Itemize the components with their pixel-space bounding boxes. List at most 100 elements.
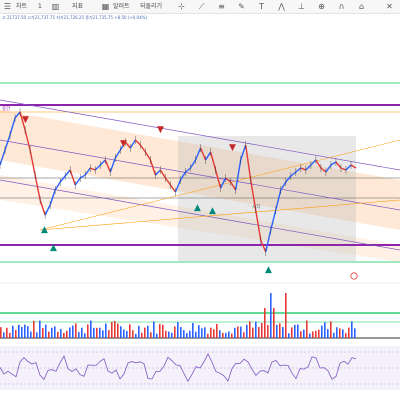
interval-button[interactable]: 1 [38, 3, 42, 10]
price-segment [310, 159, 317, 166]
volume-bar [12, 325, 14, 338]
symbol-search-button[interactable]: 차트 [16, 3, 28, 10]
volume-bar [84, 333, 86, 338]
volume-bar [105, 323, 107, 338]
volume-bar [135, 333, 137, 338]
volume-bar [18, 324, 20, 338]
price-segment [29, 149, 36, 176]
volume-bar [102, 330, 104, 338]
price-segment [270, 209, 277, 231]
volume-bar [162, 324, 164, 338]
volume-bar [168, 331, 170, 338]
volume-bar [348, 327, 350, 338]
regression-channel-lower-fill [0, 175, 400, 262]
volume-bar [171, 332, 173, 338]
volume-bar [42, 328, 44, 338]
price-segment [240, 144, 247, 161]
ruler-icon[interactable]: ⊥ [298, 2, 305, 11]
price-segment [350, 164, 357, 169]
annotation-label: 중간 [2, 105, 10, 112]
menu-icon[interactable]: ☰ [3, 2, 12, 11]
volume-bar [66, 330, 68, 338]
volume-bar [126, 330, 128, 338]
volume-bar [6, 327, 8, 338]
trash-icon[interactable]: ✕ [386, 2, 393, 11]
price-segment [94, 164, 101, 171]
zoom-icon[interactable]: ⊕ [318, 2, 325, 11]
trendline-icon[interactable]: ⟋ [198, 2, 205, 11]
layout-icon[interactable]: ▦ [101, 2, 110, 11]
buy-arrow-icon: ▲ [41, 225, 48, 235]
alerts-button[interactable]: 알러트 [113, 3, 130, 10]
volume-bar [165, 330, 167, 338]
volume-bar [201, 328, 203, 338]
price-segment [169, 184, 177, 193]
price-segment [134, 139, 141, 146]
volume-bar [264, 308, 266, 338]
volume-bar [336, 327, 338, 338]
volume-bar [225, 332, 227, 338]
volume-bar [291, 327, 293, 338]
replay-button[interactable]: 되돌리기 [140, 3, 163, 10]
volume-bar [177, 322, 179, 338]
price-segment [214, 169, 222, 189]
volume-bar [243, 332, 245, 338]
volume-bar [54, 326, 56, 338]
volume-bar [57, 331, 59, 338]
lock-icon[interactable]: ⌂ [358, 2, 365, 11]
volume-bar [0, 327, 2, 338]
volume-bar [117, 323, 119, 338]
highlight-zone [178, 136, 356, 261]
price-segment [234, 159, 242, 191]
volume-bar [210, 327, 212, 338]
volume-bar [246, 324, 248, 338]
volume-bar [219, 330, 221, 338]
price-segment [275, 189, 282, 211]
volume-bar [138, 325, 140, 338]
indicators-button[interactable]: 지표 [72, 3, 84, 10]
price-segment [139, 144, 146, 153]
volume-bar [324, 322, 326, 338]
text-icon[interactable]: T [259, 2, 264, 11]
price-segment [335, 161, 342, 169]
volume-bar [156, 333, 158, 338]
volume-bar [174, 326, 176, 338]
volume-bar [279, 323, 281, 338]
volume-bar [15, 330, 17, 338]
volume-bar [207, 333, 209, 338]
magnet-icon[interactable]: ∩ [338, 2, 345, 11]
pattern-icon[interactable]: ⋀ [278, 2, 285, 11]
regression-channel-fill [0, 110, 400, 230]
price-segment [290, 171, 297, 177]
cursor-icon[interactable]: ⊹ [178, 2, 185, 11]
candle-type-icon[interactable]: ▥ [51, 2, 60, 11]
volume-bar [3, 332, 5, 338]
price-segment [185, 167, 191, 173]
volume-bar [339, 328, 341, 338]
price-segment [189, 159, 197, 169]
brush-icon[interactable]: ✎ [238, 2, 245, 11]
volume-bar [39, 320, 41, 338]
price-segment [84, 167, 91, 176]
volume-bar [327, 329, 329, 338]
volume-bar [63, 332, 65, 338]
price-segment [149, 159, 157, 176]
price-segment [89, 167, 96, 171]
price-segment [74, 177, 81, 186]
fan-line-2 [39, 199, 400, 231]
price-segment [225, 177, 232, 183]
volume-bar [144, 327, 146, 338]
fib-icon[interactable]: ≡ [218, 2, 225, 11]
volume-bar [222, 332, 224, 338]
price-segment [285, 175, 292, 183]
price-segment [255, 209, 262, 241]
price-segment [24, 129, 31, 151]
volume-bar [69, 327, 71, 338]
sell-arrow-icon: ▼ [22, 115, 29, 125]
volume-bar [183, 330, 185, 338]
volume-bar [282, 326, 284, 338]
volume-bar [9, 332, 11, 338]
price-segment [260, 239, 267, 253]
price-segment [250, 179, 257, 211]
